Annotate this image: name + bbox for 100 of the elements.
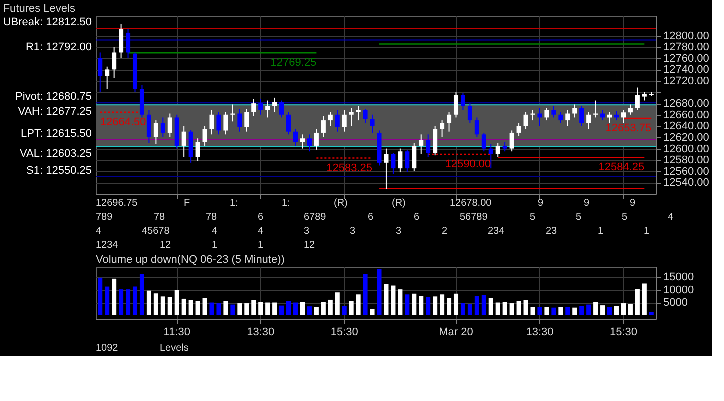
bar — [174, 290, 180, 316]
bar — [188, 300, 194, 316]
text: 78 — [154, 212, 166, 223]
text: 6 — [414, 212, 420, 223]
candlestick — [580, 106, 584, 127]
candlestick — [154, 120, 158, 145]
bar — [433, 296, 438, 316]
bar — [238, 304, 242, 316]
bar — [266, 302, 270, 316]
annotation: 12769.25 — [270, 57, 317, 70]
bar — [202, 298, 208, 316]
bar — [307, 306, 312, 316]
y-tick-label: 5000 — [664, 297, 688, 310]
candlestick — [440, 120, 445, 138]
y-tick-label: 12740.00 — [664, 64, 710, 76]
y-tick-label: 12640.00 — [664, 120, 710, 133]
text: 6789 — [304, 212, 327, 223]
text: F — [184, 198, 190, 209]
bar — [105, 286, 110, 316]
text: 9 — [630, 198, 636, 209]
candlestick — [558, 112, 564, 124]
candlestick — [160, 117, 166, 138]
bar — [98, 278, 103, 316]
text: (R) — [392, 198, 406, 209]
bar — [586, 304, 592, 316]
candlestick — [516, 122, 522, 137]
text: 789 — [96, 212, 114, 223]
y-tick-label: 12800.00 — [664, 30, 710, 42]
bar — [349, 301, 354, 316]
ref-line-label: R1: 12792.00 — [26, 41, 92, 54]
bar — [614, 306, 620, 316]
text: 5 — [576, 212, 582, 223]
text: 3 — [396, 226, 402, 237]
annotation: 12584.25 — [598, 162, 645, 174]
bar — [538, 307, 542, 316]
candlestick — [391, 152, 396, 175]
candlestick — [586, 112, 592, 130]
candlestick — [196, 138, 200, 162]
bar — [216, 304, 222, 316]
candlestick — [300, 134, 305, 150]
annotation: 12583.25 — [326, 162, 373, 174]
candlestick — [335, 110, 340, 132]
candlestick — [447, 112, 452, 132]
bar — [280, 306, 284, 316]
candlestick — [307, 134, 312, 152]
candlestick — [224, 112, 228, 136]
bar — [391, 286, 396, 316]
bar — [252, 300, 256, 316]
candlestick — [210, 110, 214, 136]
candlestick — [496, 142, 500, 158]
y-tick-label: 12680.00 — [664, 98, 710, 110]
ref-line-label: UBreak: 12812.50 — [3, 16, 92, 29]
candlestick — [314, 128, 319, 150]
bar — [286, 301, 292, 316]
text: 3 — [304, 226, 310, 237]
candlestick — [552, 106, 556, 118]
bar — [356, 294, 361, 316]
bar — [572, 308, 578, 316]
chart-title: Volume up down(NQ 06-23 (5 Minute)) — [96, 254, 285, 266]
candlestick — [460, 92, 466, 111]
text: 1 — [598, 226, 604, 237]
bar — [132, 286, 138, 316]
candlestick — [105, 66, 110, 90]
bar — [293, 302, 298, 316]
y-tick-label: 12780.00 — [664, 42, 710, 54]
bar — [566, 307, 570, 316]
text: 3 — [350, 226, 356, 237]
candlestick — [405, 149, 410, 174]
candlestick — [266, 100, 270, 118]
x-tick-label: 13:30 — [526, 326, 554, 338]
bar — [426, 297, 431, 316]
candlestick — [280, 100, 284, 118]
bar — [377, 270, 382, 316]
bar — [321, 302, 326, 316]
bar — [342, 306, 347, 316]
candlestick — [146, 110, 152, 144]
candlestick — [252, 98, 256, 117]
text: 9 — [538, 198, 544, 209]
bar — [363, 274, 368, 316]
text: 12 — [304, 240, 316, 251]
candlestick — [530, 110, 536, 122]
candlestick — [98, 52, 103, 93]
annotation: 12664.50 — [100, 116, 146, 128]
candlestick — [216, 112, 222, 136]
text: (R) — [334, 198, 348, 209]
bar — [328, 300, 333, 316]
bar — [314, 307, 319, 316]
bar — [154, 294, 158, 316]
bar — [398, 290, 403, 316]
bar — [524, 300, 528, 316]
candlestick — [384, 148, 389, 190]
text: 12696.75 — [96, 198, 138, 209]
candlestick — [482, 132, 486, 152]
bar — [119, 290, 124, 316]
text: 6 — [368, 212, 374, 223]
candlestick — [544, 108, 550, 122]
bar — [300, 302, 305, 316]
candlestick — [321, 116, 326, 138]
text: Levels — [160, 343, 189, 354]
candlestick — [119, 24, 124, 59]
